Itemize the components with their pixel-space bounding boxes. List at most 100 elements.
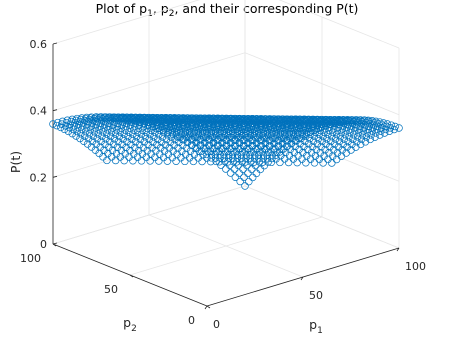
data-point: [325, 126, 333, 135]
data-point: [328, 128, 337, 137]
data-point: [184, 133, 193, 142]
y-axis-label: p2: [123, 315, 137, 334]
data-point: [391, 122, 399, 131]
data-point: [241, 131, 250, 140]
data-point: [126, 124, 134, 132]
data-point: [198, 157, 206, 166]
data-point: [324, 130, 332, 139]
data-point: [249, 136, 257, 145]
data-point: [268, 127, 276, 136]
data-point: [240, 136, 249, 145]
data-point: [279, 139, 287, 148]
data-point: [211, 116, 220, 124]
back-wall-gridline: [52, 52, 246, 112]
y-tick-mark: [52, 243, 57, 247]
data-point: [236, 134, 245, 142]
data-point: [309, 137, 318, 145]
data-point: [316, 126, 324, 135]
data-point: [280, 130, 289, 138]
data-point: [292, 137, 300, 145]
data-point: [108, 124, 117, 132]
x-axis-label: p1: [309, 317, 323, 336]
data-point: [241, 158, 250, 166]
data-point: [172, 157, 180, 165]
data-point: [206, 131, 215, 139]
data-point: [211, 129, 220, 137]
data-point: [216, 127, 225, 135]
data-point: [146, 130, 154, 139]
x-tick-mark: [300, 276, 304, 281]
data-point: [348, 140, 356, 149]
data-point: [311, 128, 320, 136]
data-point: [214, 136, 223, 144]
data-point: [56, 123, 65, 132]
data-point: [350, 130, 358, 139]
data-point: [244, 169, 252, 177]
data-point: [142, 115, 150, 124]
data-point: [294, 128, 302, 136]
data-point: [210, 133, 219, 142]
data-point: [162, 135, 171, 144]
data-point: [133, 115, 142, 124]
data-point: [306, 117, 315, 126]
axes: [52, 42, 400, 310]
data-point: [372, 129, 380, 137]
data-point: [287, 139, 296, 148]
chart-title: Plot of p1, p2, and their corresponding …: [96, 1, 359, 19]
data-point: [237, 129, 246, 138]
data-point: [155, 130, 163, 139]
data-point: [267, 132, 275, 140]
data-point: [190, 127, 199, 135]
data-point: [175, 138, 183, 147]
data-point: [293, 158, 301, 167]
z-tick-mark: [52, 109, 58, 112]
data-point: [188, 136, 197, 144]
data-point: [189, 157, 198, 166]
data-point: [164, 126, 173, 135]
data-point: [281, 126, 290, 134]
data-point: [357, 135, 366, 144]
floor-gridline: [129, 216, 323, 276]
data-point: [301, 137, 309, 145]
z-tick-label: 0.6: [30, 38, 48, 51]
data-point: [183, 120, 192, 128]
y-tick-label: 50: [104, 283, 118, 296]
data-point: [238, 125, 247, 134]
data-point: [245, 134, 253, 142]
data-point: [152, 124, 160, 133]
data-point: [158, 133, 167, 141]
data-point: [81, 127, 90, 136]
data-point: [248, 173, 257, 182]
data-point: [99, 128, 107, 136]
data-point: [362, 133, 371, 141]
data-point: [155, 157, 163, 165]
x-tick-mark: [204, 305, 208, 310]
data-point: [205, 136, 214, 144]
data-point: [267, 158, 276, 167]
data-point: [218, 139, 226, 147]
data-point: [252, 169, 261, 178]
data-point: [114, 137, 123, 146]
data-point: [140, 138, 149, 146]
data-point: [90, 115, 99, 123]
data-point: [103, 156, 111, 165]
side-wall-gridline: [244, 185, 400, 249]
data-point: [328, 159, 336, 167]
data-point: [95, 125, 103, 134]
data-point: [193, 133, 201, 142]
data-point: [251, 127, 259, 136]
data-point: [206, 157, 215, 166]
data-point: [231, 173, 240, 181]
data-point: [366, 135, 374, 144]
data-point: [186, 125, 195, 133]
data-point: [376, 131, 384, 139]
data-point: [88, 137, 97, 146]
data-point: [256, 165, 265, 174]
y-tick-label: 0: [188, 314, 195, 327]
data-point: [371, 133, 379, 141]
data-point: [142, 128, 151, 137]
data-point: [289, 130, 298, 138]
side-wall-gridline: [278, 0, 400, 49]
data-point: [77, 129, 85, 138]
